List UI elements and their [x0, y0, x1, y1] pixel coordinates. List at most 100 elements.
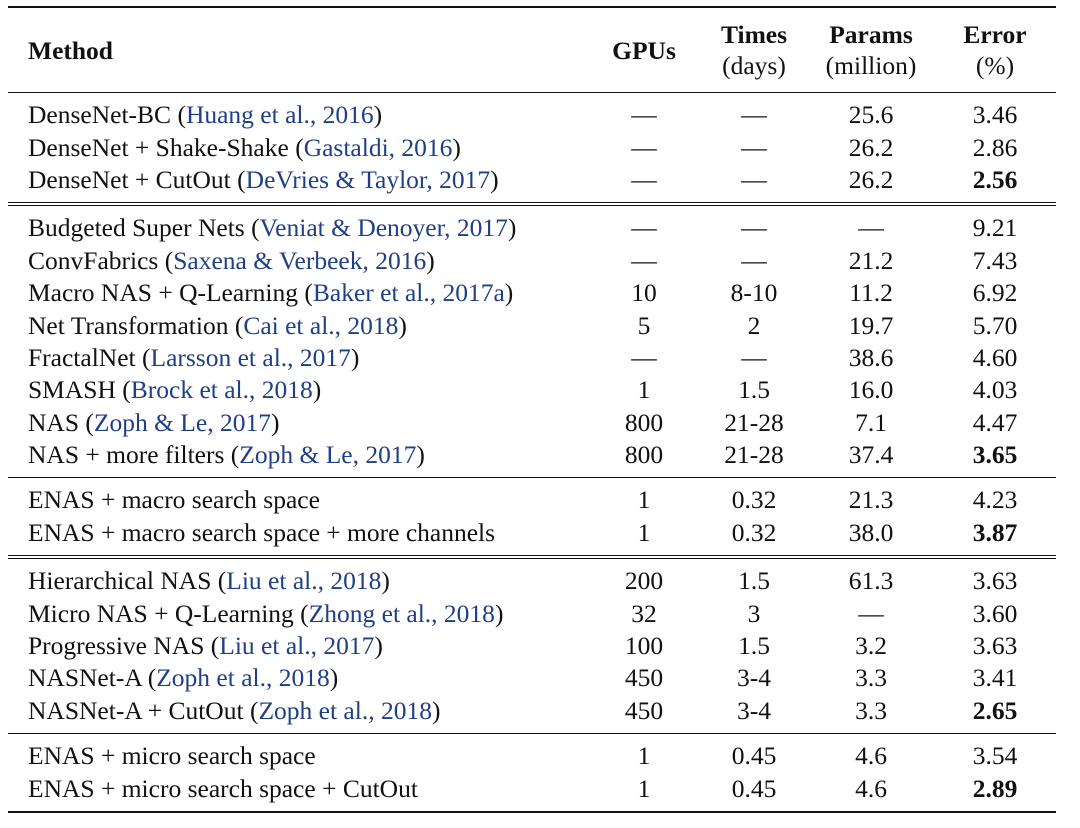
- times-cell: 21-28: [724, 440, 784, 470]
- method-name: ENAS + micro search space + CutOut: [28, 773, 418, 803]
- error-cell: 9.21: [972, 213, 1018, 243]
- times-cell: 1.5: [738, 566, 770, 596]
- citation-link[interactable]: Saxena & Verbeek, 2016: [173, 245, 427, 275]
- gpus-cell: —: [631, 100, 657, 130]
- method-cell: ENAS + macro search space: [8, 478, 588, 517]
- times-cell: —: [741, 132, 767, 162]
- times-cell: 1.5: [738, 375, 770, 405]
- citation-link[interactable]: DeVries & Taylor, 2017: [245, 164, 491, 194]
- method-cell: NASNet-A + CutOut (Zoph et al., 2018): [28, 695, 441, 725]
- times-cell: 21-28: [724, 407, 784, 437]
- table-row: Budgeted Super Nets (Veniat & Denoyer, 2…: [8, 204, 1056, 244]
- method-name: Budgeted Super Nets: [28, 213, 245, 243]
- params-cell: 3.3: [855, 695, 887, 725]
- method-cell: DenseNet + CutOut (DeVries & Taylor, 201…: [28, 164, 499, 194]
- error-cell: 3.60: [972, 598, 1018, 628]
- citation-link[interactable]: Zhong et al., 2018: [308, 598, 495, 628]
- table-row: Hierarchical NAS (Liu et al., 2018) 200 1.…: [8, 557, 1056, 597]
- citation-link[interactable]: Baker et al., 2017a: [312, 278, 505, 308]
- gpus-cell: 1: [637, 375, 651, 405]
- method-cell: Net Transformation (Cai et al., 2018): [28, 310, 407, 340]
- header-error-unit: (%): [975, 51, 1015, 80]
- citation-link[interactable]: Cai et al., 2018: [243, 310, 399, 340]
- error-cell: 2.86: [972, 132, 1018, 162]
- gpus-cell: —: [631, 213, 657, 243]
- header-params-label: Params: [829, 20, 913, 49]
- method-cell: Hierarchical NAS (Liu et al., 2018): [28, 566, 390, 596]
- table-row: SMASH (Brock et al., 2018) 1 1.5 16.0 4.03: [8, 374, 1056, 406]
- table-row: NAS (Zoph & Le, 2017) 800 21-28 7.1 4.47: [8, 407, 1056, 439]
- times-cell: 2: [747, 310, 761, 340]
- params-cell: 26.2: [848, 164, 894, 194]
- citation-link[interactable]: Liu et al., 2018: [226, 566, 382, 596]
- gpus-cell: 1: [637, 773, 651, 803]
- header-times: Times (days): [700, 7, 808, 93]
- error-cell: 4.23: [972, 485, 1018, 515]
- gpus-cell: 10: [631, 278, 657, 308]
- citation-link[interactable]: Zoph & Le, 2017: [93, 407, 271, 437]
- citation-link[interactable]: Zoph & Le, 2017: [239, 440, 417, 470]
- table-row: NASNet-A (Zoph et al., 2018) 450 3-4 3.3 3.4…: [8, 662, 1056, 694]
- params-cell: 7.1: [855, 407, 887, 437]
- times-cell: —: [741, 342, 767, 372]
- table-row: Macro NAS + Q-Learning (Baker et al., 20…: [8, 277, 1056, 309]
- method-cell: ENAS + macro search space + more channel…: [8, 517, 588, 557]
- error-cell: 5.70: [972, 310, 1018, 340]
- citation-link[interactable]: Liu et al., 2017: [219, 631, 375, 661]
- method-cell: ConvFabrics (Saxena & Verbeek, 2016): [28, 245, 435, 275]
- table-row: ENAS + micro search space 1 0.45 4.6 3.54: [8, 734, 1056, 773]
- gpus-cell: —: [631, 245, 657, 275]
- citation-link[interactable]: Veniat & Denoyer, 2017: [259, 213, 508, 243]
- times-cell: —: [741, 213, 767, 243]
- gpus-cell: —: [631, 342, 657, 372]
- gpus-cell: 1: [637, 517, 651, 547]
- params-cell: 61.3: [848, 566, 894, 596]
- citation-link[interactable]: Zoph et al., 2018: [258, 695, 432, 725]
- method-cell: Micro NAS + Q-Learning (Zhong et al., 20…: [28, 598, 504, 628]
- method-name: Hierarchical NAS: [28, 566, 212, 596]
- header-row: Method GPUs Times (days) Params (million…: [8, 7, 1056, 93]
- table-row: Progressive NAS (Liu et al., 2017) 100 1.5…: [8, 630, 1056, 662]
- header-params-unit: (million): [825, 51, 917, 80]
- citation-link[interactable]: Gastaldi, 2016: [303, 132, 453, 162]
- times-cell: 0.32: [731, 517, 777, 547]
- citation-link[interactable]: Zoph et al., 2018: [156, 663, 330, 693]
- params-cell: 37.4: [848, 440, 894, 470]
- method-name: Net Transformation: [28, 310, 229, 340]
- times-cell: 0.45: [731, 741, 777, 771]
- method-cell: ENAS + micro search space: [8, 734, 588, 773]
- table-row: ConvFabrics (Saxena & Verbeek, 2016) — — 21…: [8, 245, 1056, 277]
- method-name: ENAS + macro search space + more channel…: [28, 517, 496, 547]
- citation-link[interactable]: Brock et al., 2018: [130, 375, 313, 405]
- table-row: Micro NAS + Q-Learning (Zhong et al., 20…: [8, 597, 1056, 629]
- times-cell: —: [741, 245, 767, 275]
- error-cell: 4.47: [972, 407, 1018, 437]
- table-row: ENAS + macro search space 1 0.32 21.3 4.23: [8, 478, 1056, 517]
- params-cell: 21.3: [848, 485, 894, 515]
- row-group: Hierarchical NAS (Liu et al., 2018) 200 1.…: [8, 557, 1056, 733]
- params-cell: —: [858, 598, 884, 628]
- method-name: SMASH: [28, 375, 116, 405]
- header-gpus-label: GPUs: [612, 35, 676, 65]
- params-cell: 16.0: [848, 375, 894, 405]
- error-cell: 7.43: [972, 245, 1018, 275]
- table-row: NAS + more filters (Zoph & Le, 2017) 800 2…: [8, 439, 1056, 478]
- results-table: Method GPUs Times (days) Params (million…: [8, 6, 1056, 813]
- method-name: DenseNet + Shake-Shake: [28, 132, 289, 162]
- method-name: FractalNet: [28, 342, 136, 372]
- params-cell: 4.6: [855, 741, 887, 771]
- table-row: ENAS + micro search space + CutOut 1 0.45 4…: [8, 772, 1056, 811]
- error-cell: 2.56: [972, 164, 1018, 194]
- times-cell: 0.45: [731, 773, 777, 803]
- method-cell: DenseNet + Shake-Shake (Gastaldi, 2016): [28, 132, 461, 162]
- citation-link[interactable]: Larsson et al., 2017: [150, 342, 351, 372]
- params-cell: 21.2: [848, 245, 894, 275]
- error-cell: 2.65: [972, 695, 1018, 725]
- params-cell: 4.6: [855, 773, 887, 803]
- params-cell: 38.0: [848, 517, 894, 547]
- method-name: ENAS + macro search space: [28, 485, 320, 515]
- citation-link[interactable]: Huang et al., 2016: [185, 100, 374, 130]
- error-cell: 4.03: [972, 375, 1018, 405]
- error-cell: 3.54: [972, 741, 1018, 771]
